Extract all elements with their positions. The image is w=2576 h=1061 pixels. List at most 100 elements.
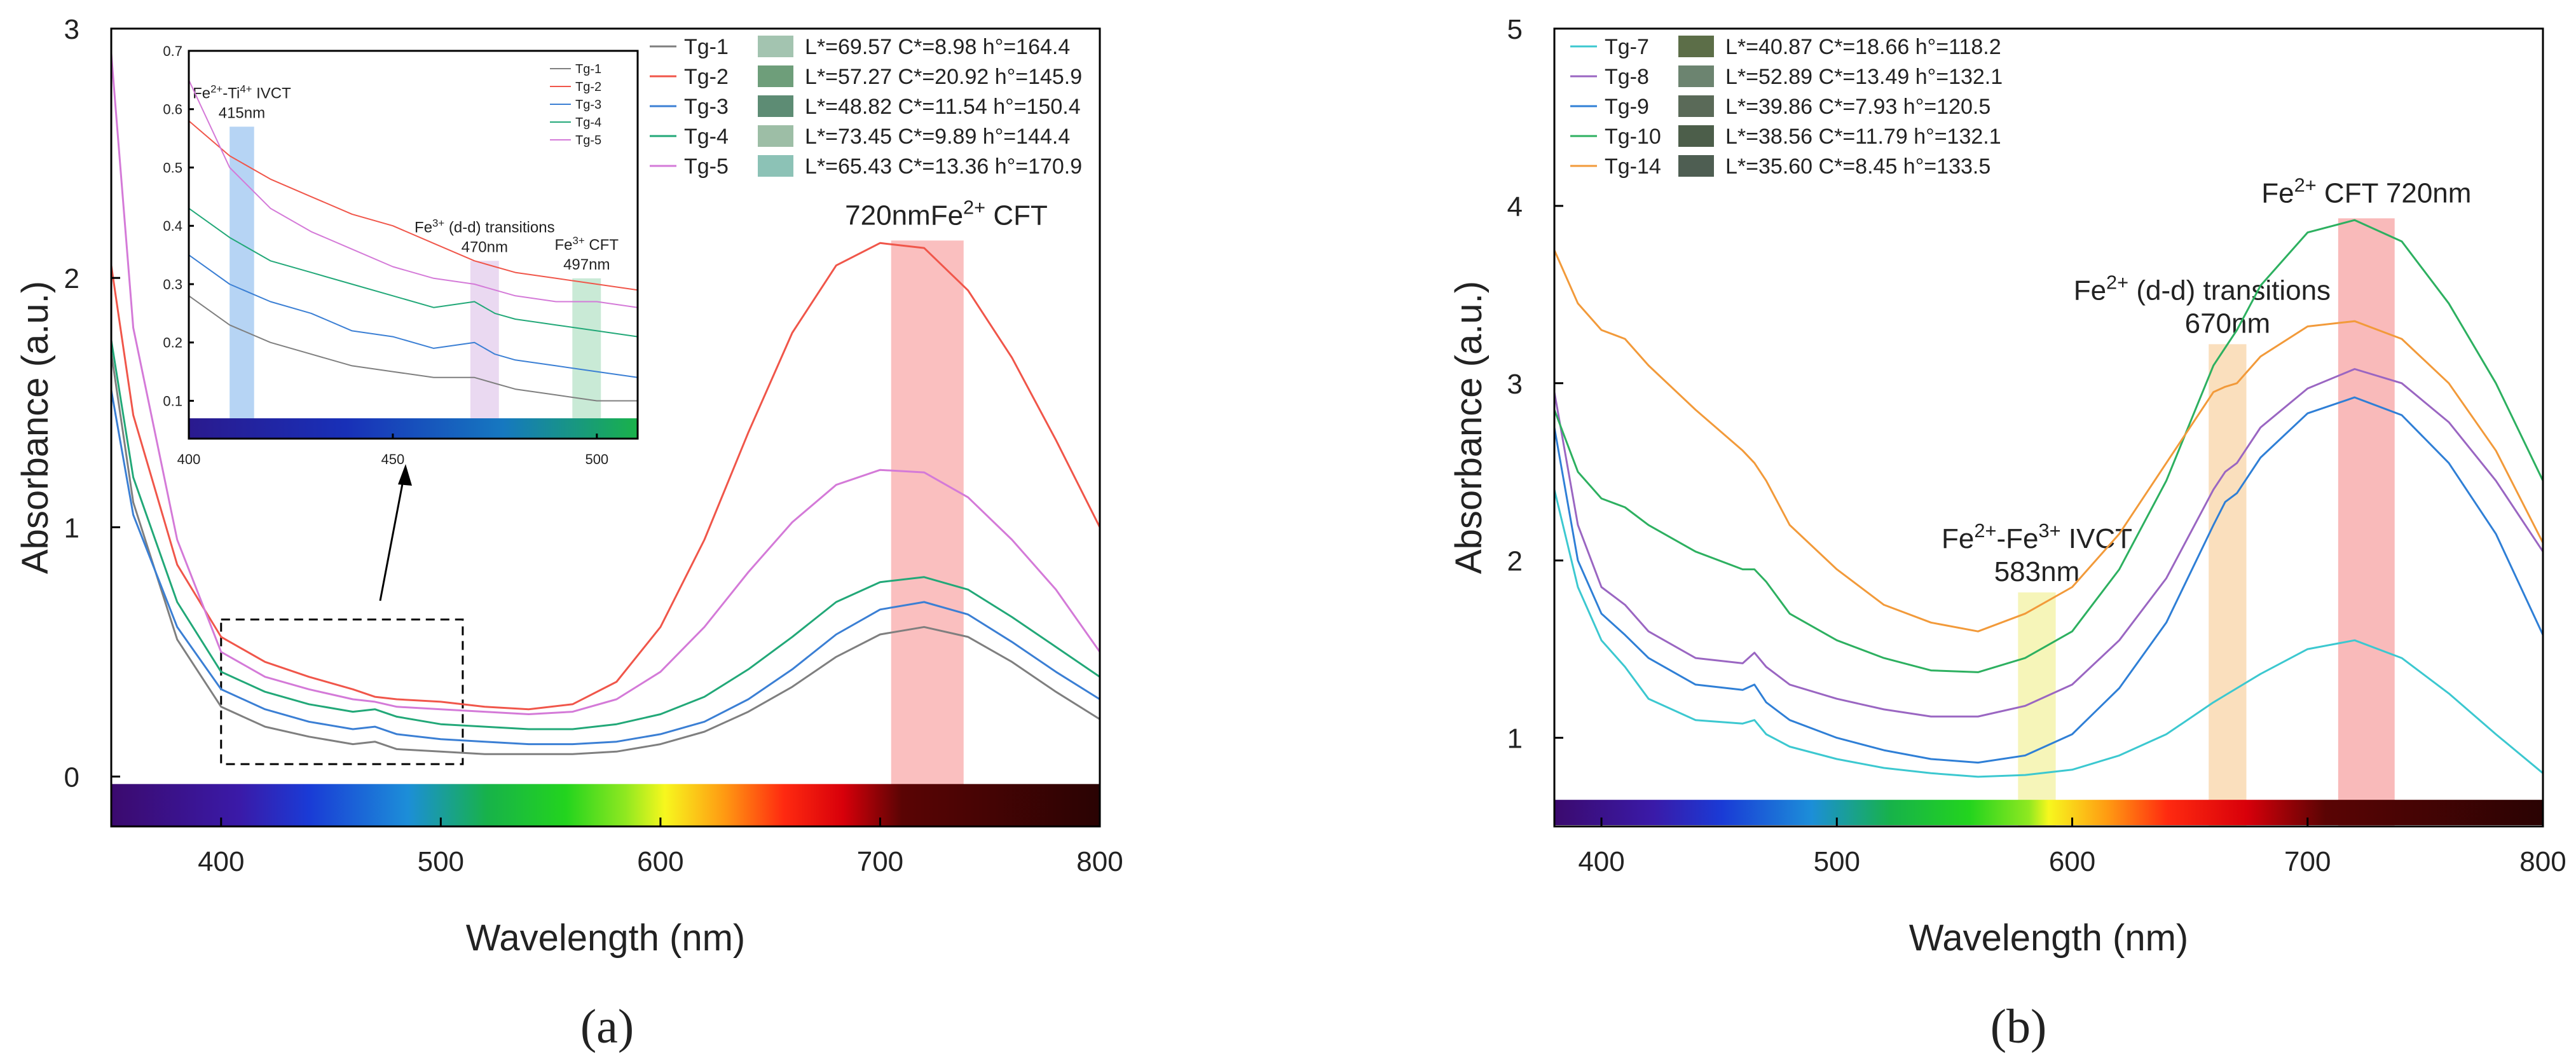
y-tick-label: 0.6: [163, 102, 182, 118]
band-label-sup: 3+: [573, 234, 585, 246]
absorption-band: [230, 127, 254, 418]
y-tick-label: 5: [1507, 14, 1523, 45]
lightness-value: L*=69.57: [805, 35, 892, 59]
hue-value: h°=150.4: [987, 95, 1081, 119]
series-line-tg-8: [1553, 368, 2544, 718]
legend-values: L*=73.45 C*=9.89 h°=144.4: [805, 125, 1070, 149]
y-tick-label: 3: [1507, 369, 1523, 400]
series-line-tg-2: [110, 242, 1101, 711]
series-line-tg-1: [188, 295, 638, 402]
y-tick-label: 1: [1507, 723, 1523, 755]
legend: Tg-1 L*=69.57 C*=8.98 h°=164.4 Tg-2 L*=57.2…: [650, 35, 1082, 179]
lightness-value: L*=73.45: [805, 125, 892, 149]
legend: Tg-7 L*=40.87 C*=18.66 h°=118.2 Tg-8 L*=52.…: [1570, 35, 2003, 179]
legend-label: Tg-7: [1605, 35, 1649, 59]
band-label: 720nmFe2+ CFT: [845, 196, 1048, 231]
axes: 400 450 500 0.1 0.2 0.3 0.4 0.5 0.6 0.7: [163, 43, 639, 467]
y-tick-label: 2: [64, 263, 79, 294]
series-line-tg-3: [110, 390, 1100, 746]
y-tick-label: 4: [1507, 191, 1523, 222]
lightness-value: L*=40.87: [1725, 35, 1812, 59]
x-tick-label: 700: [857, 846, 903, 877]
band-label: Fe2+-Ti4+ IVCT: [193, 83, 291, 102]
band-wavelength: 470nm: [462, 238, 508, 256]
legend-values: L*=35.60 C*=8.45 h°=133.5: [1725, 154, 1990, 179]
hue-value: h°=164.4: [976, 35, 1070, 59]
band-label-text: Fe: [2074, 275, 2106, 306]
color-swatch: [758, 36, 793, 57]
y-tick-label: 0.2: [163, 335, 182, 351]
series-line-tg-2: [188, 120, 638, 291]
lightness-value: L*=35.60: [1725, 154, 1812, 179]
zoom-region: [220, 618, 464, 765]
legend-label: Tg-2: [575, 80, 601, 94]
chroma-value: C*=20.92: [892, 65, 989, 89]
band-label: Fe3+ CFT: [555, 234, 619, 254]
absorption-band: [2209, 344, 2247, 826]
band-label-text: CFT: [585, 236, 619, 254]
legend-values: L*=48.82 C*=11.54 h°=150.4: [805, 95, 1081, 119]
band-label-text: (d-d) transitions: [444, 219, 554, 236]
panel-a: 720nmFe2+ CFT 400 500 600 700 8000123Wavelen…: [15, 14, 1123, 1053]
axes: 400 500 600 700 800 0 1 2 3 Wavelength (nm) Absorb…: [15, 14, 1123, 959]
axes: 400 500 600 700 800 1 2 3 4 5 Wavelength (nm) Absor…: [1448, 14, 2566, 959]
legend-label: Tg-1: [575, 62, 601, 76]
y-tick-label: 0.7: [163, 43, 182, 59]
band-label: Fe3+ (d-d) transitions: [414, 217, 555, 236]
chroma-value: C*=13.49: [1812, 65, 1909, 89]
chroma-value: C*=18.66: [1812, 35, 1909, 59]
y-tick-label: 0.4: [163, 218, 182, 234]
color-swatch: [758, 95, 793, 117]
legend-label: Tg-14: [1605, 154, 1661, 179]
lightness-value: L*=39.86: [1725, 95, 1812, 119]
band-label-sup: 2+: [210, 83, 223, 95]
x-axis-title: Wavelength (nm): [466, 917, 745, 959]
band-wavelength: 497nm: [563, 256, 610, 273]
x-tick-label: 450: [381, 451, 405, 467]
color-swatch: [758, 65, 793, 87]
x-tick-label: 500: [418, 846, 464, 877]
color-swatch: [1678, 155, 1714, 177]
series-layer: [110, 53, 1101, 755]
legend-values: L*=52.89 C*=13.49 h°=132.1: [1725, 65, 2003, 89]
series-layer: [1553, 219, 2544, 778]
series-line-tg-4: [188, 207, 638, 338]
band-label-text: Fe: [2261, 177, 2294, 209]
band-label-text: Fe: [555, 236, 573, 254]
chroma-value: C*=8.98: [892, 35, 976, 59]
band-label-sup: 2+: [963, 196, 985, 218]
color-swatch: [1678, 125, 1714, 147]
x-tick-label: 400: [1578, 846, 1624, 877]
band-label: Fe2+-Fe3+ IVCT: [1942, 519, 2132, 554]
legend-values: L*=69.57 C*=8.98 h°=164.4: [805, 35, 1070, 59]
legend-label: Tg-3: [684, 95, 729, 119]
color-swatch: [758, 155, 793, 177]
series-line-tg-5: [188, 79, 638, 308]
absorption-band: [2018, 592, 2056, 826]
color-swatch: [1678, 95, 1714, 117]
series-line-tg-3: [188, 254, 638, 378]
hue-value: h°=144.4: [976, 125, 1070, 149]
lightness-value: L*=48.82: [805, 95, 892, 119]
band-layer: 720nmFe2+ CFT: [845, 196, 1048, 826]
series-layer: [188, 79, 638, 402]
chroma-value: C*=11.54: [892, 95, 987, 119]
band-label-text: CFT: [985, 200, 1048, 231]
arrow-head-icon: [398, 464, 412, 486]
chroma-value: C*=8.45: [1812, 154, 1897, 179]
color-swatch: [1678, 36, 1714, 57]
plot-frame: [110, 27, 1101, 828]
y-tick-label: 0: [64, 762, 79, 793]
x-tick-label: 800: [1076, 846, 1123, 877]
series-line-tg-14: [1553, 249, 2544, 633]
plot-frame: [1553, 27, 2544, 828]
x-tick-label: 600: [2049, 846, 2095, 877]
legend-label: Tg-10: [1605, 125, 1661, 149]
hue-value: h°=132.1: [1908, 125, 2001, 149]
band-label-sup: 2+: [2106, 271, 2128, 293]
legend-values: L*=40.87 C*=18.66 h°=118.2: [1725, 35, 2001, 59]
absorption-band: [891, 240, 964, 826]
panel-label: (b): [1990, 1000, 2047, 1053]
